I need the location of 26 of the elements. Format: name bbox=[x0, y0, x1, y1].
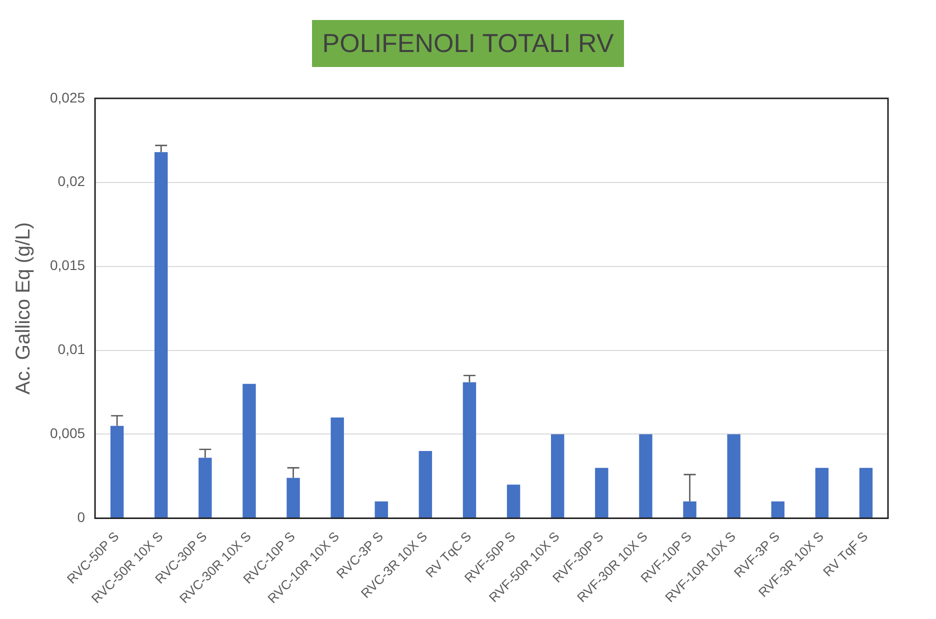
bar bbox=[683, 501, 696, 518]
bar bbox=[198, 458, 212, 518]
bar bbox=[374, 501, 388, 518]
chart-title: POLIFENOLI TOTALI RV bbox=[312, 20, 624, 67]
bar bbox=[330, 417, 344, 518]
y-tick-label: 0,005 bbox=[50, 425, 86, 442]
bar bbox=[242, 384, 256, 518]
bar bbox=[418, 451, 432, 518]
bar bbox=[859, 468, 873, 518]
bar bbox=[639, 434, 652, 518]
y-tick-label: 0,02 bbox=[58, 173, 86, 190]
bar bbox=[727, 434, 740, 518]
y-tick-label: 0,01 bbox=[58, 341, 86, 358]
y-tick-label: 0,025 bbox=[50, 89, 86, 106]
y-tick-label: 0,015 bbox=[50, 257, 86, 274]
bar bbox=[154, 152, 168, 518]
bar bbox=[506, 484, 520, 518]
bar bbox=[815, 468, 829, 518]
bar bbox=[462, 382, 476, 518]
bar bbox=[286, 478, 300, 518]
bar bbox=[771, 501, 784, 518]
bar bbox=[110, 426, 124, 518]
bar bbox=[550, 434, 564, 518]
y-tick-label: 0 bbox=[77, 509, 86, 526]
y-axis-title: Ac. Gallico Eq (g/L) bbox=[12, 222, 35, 394]
bar bbox=[595, 468, 608, 518]
